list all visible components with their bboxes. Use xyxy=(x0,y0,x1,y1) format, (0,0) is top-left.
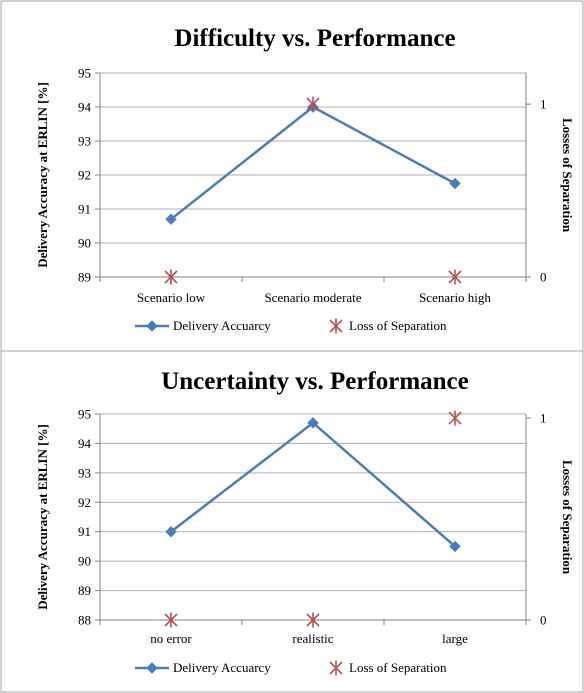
chart-panel-1: Difficulty vs. Performance 89 90 91 92 93 94 95… xyxy=(0,0,584,352)
y-tick-label: 94 xyxy=(78,100,92,115)
y2-axis-label: Losses of Separation xyxy=(560,118,575,233)
legend-marker-diamond xyxy=(146,320,158,332)
y2-tick-label: 1 xyxy=(540,97,547,112)
data-point-delivery-accuracy xyxy=(165,213,177,225)
legend-marker-star xyxy=(329,660,343,676)
y-tick-label: 95 xyxy=(78,66,91,81)
data-point-loss-of-separation xyxy=(306,96,320,112)
x-tick-label: large xyxy=(442,631,468,646)
y-tick-label: 91 xyxy=(78,202,91,217)
data-point-delivery-accuracy xyxy=(449,177,461,190)
legend-marker-diamond xyxy=(146,662,158,674)
y2-tick-label: 1 xyxy=(540,411,547,426)
x-tick-label: realistic xyxy=(292,631,333,646)
data-point-loss-of-separation xyxy=(306,612,320,628)
legend-label: Loss of Separation xyxy=(349,318,447,333)
y-tick-label: 90 xyxy=(78,554,91,569)
data-point-delivery-accuracy xyxy=(165,526,177,538)
y-tick-label: 93 xyxy=(78,465,91,480)
x-tick-label: Scenario moderate xyxy=(264,290,361,305)
data-point-loss-of-separation xyxy=(448,269,462,285)
chart-title: Difficulty vs. Performance xyxy=(174,25,455,52)
data-point-loss-of-separation xyxy=(164,269,178,285)
chart-title: Uncertainty vs. Performance xyxy=(161,368,469,395)
y-tick-label: 92 xyxy=(78,168,91,183)
legend-marker-star xyxy=(329,318,343,334)
y-tick-label: 88 xyxy=(78,613,91,628)
data-point-delivery-accuracy xyxy=(449,540,461,553)
x-tick-label: Scenario high xyxy=(419,290,491,305)
y-tick-label: 89 xyxy=(78,583,91,598)
x-tick-label: Scenario low xyxy=(137,290,206,305)
data-point-loss-of-separation xyxy=(164,612,178,628)
y-tick-label: 90 xyxy=(78,236,91,251)
data-point-delivery-accuracy xyxy=(307,417,319,429)
legend: Delivery Accuarcy Loss of Separation xyxy=(135,660,447,676)
y-tick-label: 91 xyxy=(78,524,91,539)
y-tick-label: 94 xyxy=(78,436,92,451)
data-point-loss-of-separation xyxy=(448,410,462,426)
chart-panel-2: Uncertainty vs. Performance 88 89 90 91 92 93 9… xyxy=(0,350,584,693)
y-tick-label: 95 xyxy=(78,407,91,422)
legend-label: Delivery Accuarcy xyxy=(173,660,271,675)
legend-label: Delivery Accuarcy xyxy=(173,318,271,333)
y-tick-label: 89 xyxy=(78,270,91,285)
y-tick-label: 92 xyxy=(78,495,91,510)
x-tick-label: no error xyxy=(150,631,192,646)
y2-tick-label: 0 xyxy=(540,270,547,285)
chart-frame xyxy=(0,350,584,693)
chart-frame xyxy=(0,0,584,352)
y-axis-label: Delivery Accuracy at ERLIN [%] xyxy=(35,82,50,268)
legend: Delivery Accuarcy Loss of Separation xyxy=(135,318,447,334)
y-axis-label: Delivery Accuracy at ERLIN [%] xyxy=(35,424,50,610)
y2-tick-label: 0 xyxy=(540,613,547,628)
y2-axis-label: Losses of Separation xyxy=(560,460,575,575)
y-tick-label: 93 xyxy=(78,134,91,149)
legend-label: Loss of Separation xyxy=(349,660,447,675)
